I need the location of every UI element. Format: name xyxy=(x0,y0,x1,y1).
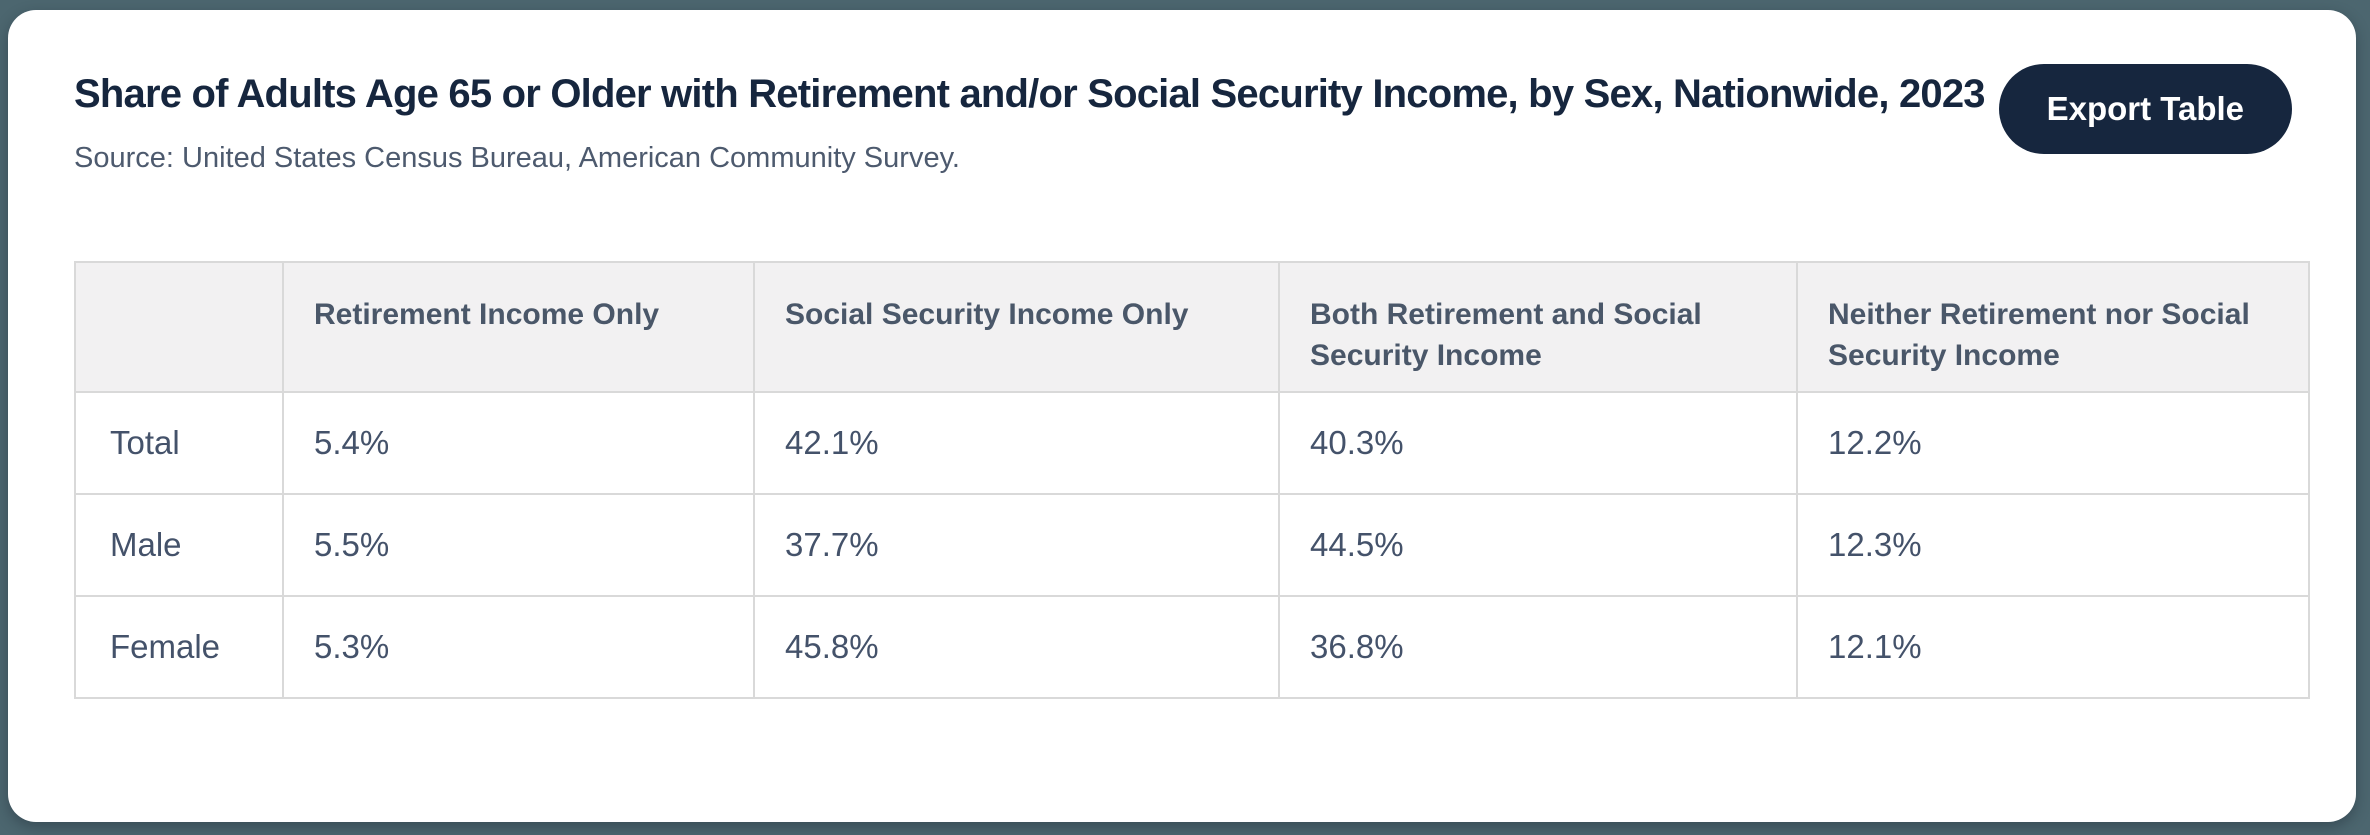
data-table: Retirement Income Only Social Security I… xyxy=(74,261,2310,699)
table-cell: 45.8% xyxy=(753,595,1280,699)
column-header-blank xyxy=(74,261,284,393)
table-cell: 40.3% xyxy=(1278,391,1798,495)
row-label: Total xyxy=(74,391,284,495)
table-cell: 5.4% xyxy=(282,391,755,495)
column-header-social-security-only: Social Security Income Only xyxy=(753,261,1280,393)
export-table-button[interactable]: Export Table xyxy=(1998,64,2292,154)
table-card: Share of Adults Age 65 or Older with Ret… xyxy=(8,10,2356,822)
row-label: Female xyxy=(74,595,284,699)
table-cell: 44.5% xyxy=(1278,493,1798,597)
column-header-both: Both Retirement and Social Security Inco… xyxy=(1278,261,1798,393)
table-row: Male 5.5% 37.7% 44.5% 12.3% xyxy=(74,493,2310,597)
table-cell: 42.1% xyxy=(753,391,1280,495)
source-note: Source: United States Census Bureau, Ame… xyxy=(74,142,960,174)
table-cell: 5.3% xyxy=(282,595,755,699)
table-header-row: Retirement Income Only Social Security I… xyxy=(74,261,2310,393)
table-cell: 12.3% xyxy=(1796,493,2310,597)
page-title: Share of Adults Age 65 or Older with Ret… xyxy=(74,72,1986,116)
table-cell: 12.2% xyxy=(1796,391,2310,495)
table-cell: 36.8% xyxy=(1278,595,1798,699)
table-cell: 12.1% xyxy=(1796,595,2310,699)
column-header-neither: Neither Retirement nor Social Security I… xyxy=(1796,261,2310,393)
table-row: Female 5.3% 45.8% 36.8% 12.1% xyxy=(74,595,2310,699)
table-cell: 37.7% xyxy=(753,493,1280,597)
table-cell: 5.5% xyxy=(282,493,755,597)
table-row: Total 5.4% 42.1% 40.3% 12.2% xyxy=(74,391,2310,495)
column-header-retirement-only: Retirement Income Only xyxy=(282,261,755,393)
row-label: Male xyxy=(74,493,284,597)
